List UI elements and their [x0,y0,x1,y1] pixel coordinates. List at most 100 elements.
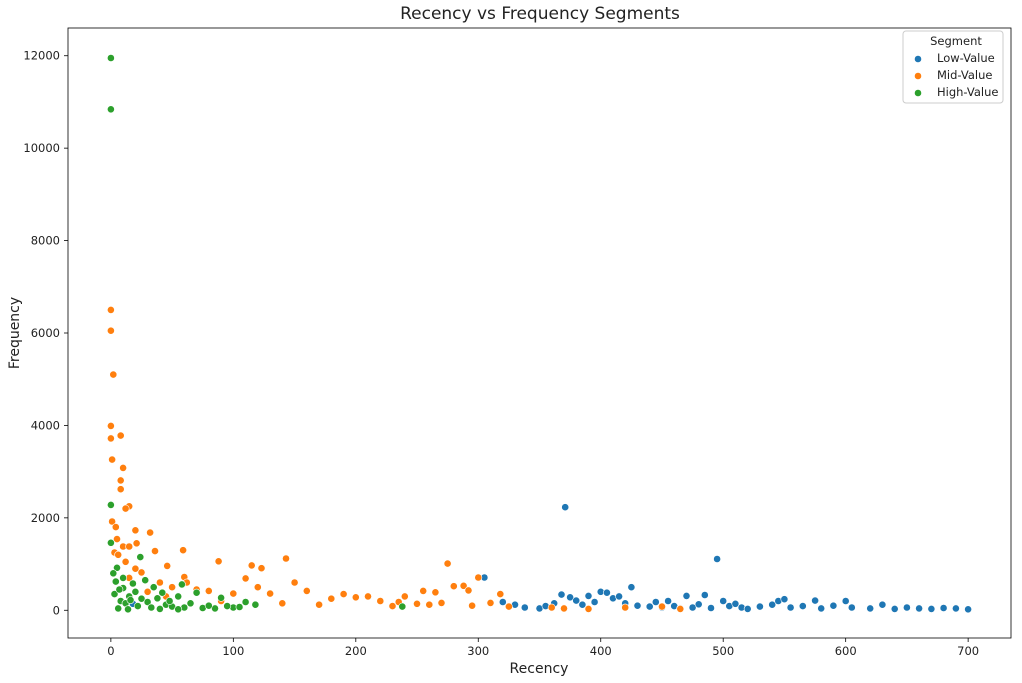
legend-label-low-value: Low-Value [937,51,995,65]
data-point-high-value [137,594,146,603]
data-point-low-value [743,605,752,613]
data-point-low-value [798,602,807,610]
data-point-low-value [847,603,856,612]
data-point-mid-value [109,370,118,379]
points-layer [107,54,972,614]
data-point-mid-value [155,578,164,587]
data-point-mid-value [204,587,213,595]
data-point-mid-value [621,603,630,612]
legend-label-high-value: High-Value [937,85,999,99]
data-point-mid-value [486,599,495,607]
data-point-low-value [964,605,972,614]
y-tick-label: 6000 [31,326,60,340]
data-point-low-value [682,592,691,600]
data-point-high-value [174,605,183,614]
data-point-high-value [115,585,124,594]
data-point-low-value [694,600,703,609]
data-point-high-value [126,596,135,604]
legend-marker-high-value [914,89,922,97]
data-point-low-value [866,604,875,613]
data-point-mid-value [113,535,121,543]
series-low-value [128,503,972,614]
data-point-high-value [114,604,123,613]
plot-frame [67,27,1012,639]
data-point-mid-value [214,557,223,566]
data-point-mid-value [146,528,154,537]
data-point-mid-value [400,592,409,601]
data-point-mid-value [229,589,238,598]
data-point-mid-value [107,434,115,443]
data-point-high-value [133,602,142,610]
data-point-mid-value [121,557,130,566]
data-point-mid-value [376,597,385,605]
data-point-low-value [627,583,636,592]
data-point-high-value [165,597,174,605]
data-point-mid-value [143,587,152,596]
data-point-high-value [147,603,156,612]
data-point-high-value [174,592,183,601]
data-point-mid-value [584,605,593,613]
data-point-mid-value [107,305,115,314]
data-point-mid-value [431,588,440,597]
data-point-low-value [700,591,709,599]
data-point-mid-value [116,476,125,485]
data-point-mid-value [131,564,140,573]
data-point-low-value [786,603,795,612]
y-tick-label: 10000 [23,141,60,155]
data-point-mid-value [278,599,287,608]
data-point-mid-value [364,592,372,601]
data-point-low-value [768,600,777,609]
data-point-mid-value [547,603,556,612]
y-tick-label: 12000 [23,49,60,63]
data-point-high-value [131,587,140,596]
data-point-low-value [633,601,642,610]
data-point-high-value [192,588,201,597]
data-point-mid-value [151,547,159,555]
data-point-low-value [707,604,715,612]
data-point-low-value [664,597,672,605]
data-point-mid-value [443,559,452,568]
data-point-low-value [780,595,789,604]
data-point-mid-value [266,589,274,598]
data-point-high-value [398,602,407,611]
data-point-mid-value [179,546,187,555]
data-point-high-value [128,579,137,588]
data-point-mid-value [504,602,513,611]
plot-area: 0 100 200 300 400 500 600 700 0 2000 4000 6000 8000… [23,27,1012,658]
data-point-mid-value [125,542,134,551]
data-point-low-value [578,600,587,609]
y-tick-label: 8000 [31,234,60,248]
data-point-low-value [939,604,948,612]
data-point-high-value [177,580,186,589]
data-point-low-value [615,592,623,601]
data-point-high-value [109,569,118,578]
data-point-high-value [217,593,225,602]
data-point-mid-value [413,599,421,608]
x-tick-label: 300 [467,644,489,658]
data-point-high-value [110,590,119,598]
data-point-mid-value [437,599,446,607]
data-point-mid-value [111,523,120,531]
data-point-low-value [890,605,899,613]
legend-label-mid-value: Mid-Value [937,68,992,82]
data-point-low-value [566,593,574,602]
data-point-high-value [158,588,167,597]
data-point-mid-value [282,554,290,563]
data-point-mid-value [107,421,115,430]
data-point-high-value [235,603,244,611]
data-point-high-value [223,602,232,610]
x-tick-label: 600 [835,644,857,658]
data-point-low-value [903,603,911,612]
data-point-mid-value [474,573,483,582]
data-point-mid-value [339,590,348,598]
data-point-mid-value [327,594,336,603]
data-point-low-value [952,604,960,613]
data-point-high-value [155,605,164,613]
data-point-high-value [143,598,152,606]
data-point-high-value [107,54,115,62]
data-point-high-value [119,574,127,582]
data-point-mid-value [116,431,125,440]
y-axis: 0 2000 4000 6000 8000 10000 12000 [23,49,68,617]
data-point-mid-value [419,587,428,595]
data-point-mid-value [131,526,140,535]
